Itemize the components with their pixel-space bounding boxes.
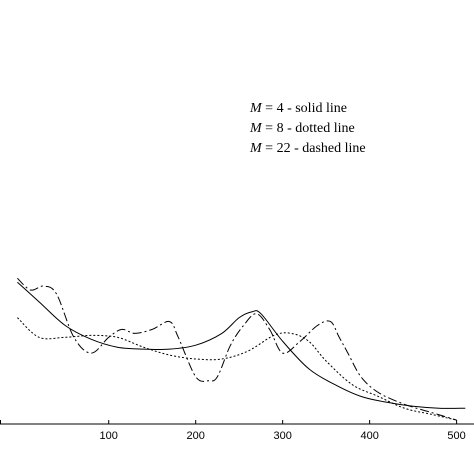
legend-entry: M = 8 - dotted line bbox=[249, 121, 355, 136]
series-line-dashed bbox=[17, 277, 457, 421]
legend-label: = 4 - solid line bbox=[262, 101, 347, 116]
legend-symbol: M bbox=[249, 141, 263, 156]
series-line-dotted bbox=[17, 317, 457, 421]
legend-entry: M = 22 - dashed line bbox=[249, 141, 366, 156]
x-tick-label: 200 bbox=[187, 430, 205, 442]
legend-label: = 22 - dashed line bbox=[262, 141, 366, 156]
x-tick-label: 400 bbox=[360, 430, 378, 442]
x-tick-label: 300 bbox=[273, 430, 291, 442]
legend-label: = 8 - dotted line bbox=[262, 121, 355, 136]
x-axis: 100 200 300 400 500 bbox=[0, 420, 474, 442]
series-layer bbox=[17, 277, 466, 421]
legend-symbol: M bbox=[249, 121, 263, 136]
x-tick-label: 500 bbox=[447, 430, 465, 442]
series-line-solid bbox=[17, 281, 466, 409]
legend-symbol: M bbox=[249, 101, 263, 116]
x-tick-label: 100 bbox=[100, 430, 118, 442]
legend-entry: M = 4 - solid line bbox=[249, 101, 347, 116]
